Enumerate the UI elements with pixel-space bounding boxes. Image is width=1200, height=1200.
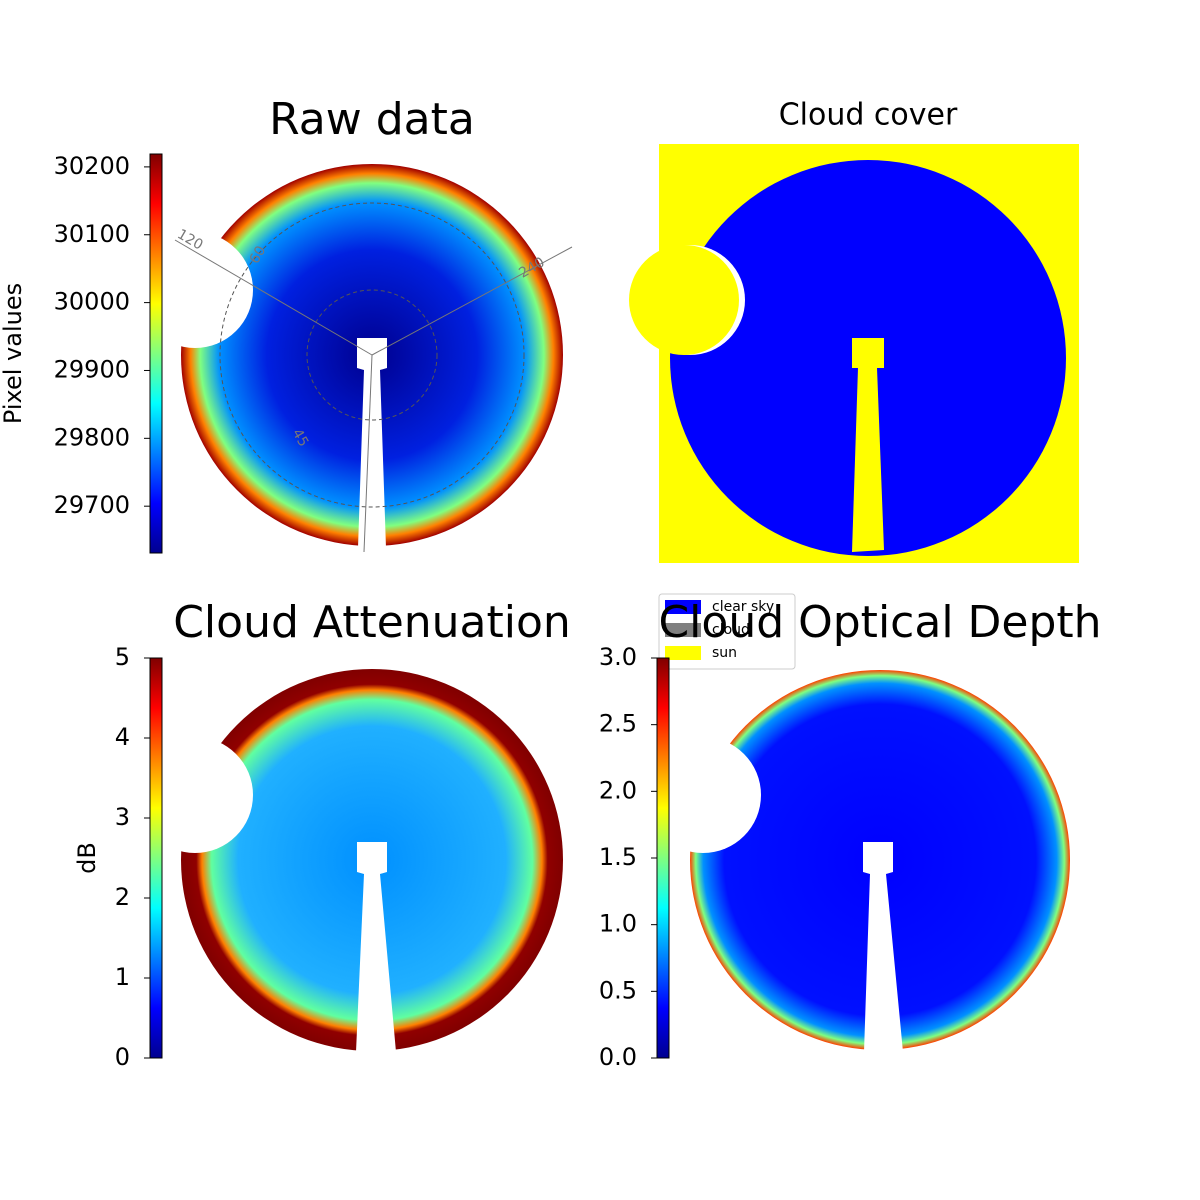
cloud-cover-image <box>629 144 1079 563</box>
tick-label: 4 <box>115 723 130 751</box>
tick-label: 0 <box>115 1043 130 1071</box>
chart-title: Cloud Optical Depth <box>658 597 1101 648</box>
tick-label: 3.0 <box>599 643 637 671</box>
tick-label: 29700 <box>54 491 130 519</box>
tick-label: 29900 <box>54 355 130 383</box>
sky-image <box>137 164 563 548</box>
tick-label: 1.0 <box>599 910 637 938</box>
tick-label: 1 <box>115 963 130 991</box>
colorbar <box>149 657 163 1059</box>
colorbar <box>656 657 670 1059</box>
polar-grid <box>174 202 573 553</box>
legend-label: cloud <box>712 622 750 638</box>
tick-label: 3 <box>115 803 130 831</box>
legend-swatch <box>665 600 701 614</box>
tick-label: 0.5 <box>599 976 637 1004</box>
legend-label: sun <box>712 645 737 661</box>
tick-label: 30200 <box>54 152 130 180</box>
tick-label: 2.5 <box>599 710 637 738</box>
polar-label: 45 <box>289 426 312 449</box>
polar-label: 60 <box>247 243 270 266</box>
tick-label: 2.0 <box>599 776 637 804</box>
y-axis-label: dB <box>73 842 101 874</box>
tick-label: 1.5 <box>599 843 637 871</box>
tick-label: 29800 <box>54 423 130 451</box>
attenuation-image <box>137 669 563 1052</box>
tick-label: 2 <box>115 883 130 911</box>
y-axis-label: Pixel values <box>0 283 27 424</box>
tick-label: 30000 <box>54 288 130 316</box>
legend-swatch <box>665 623 701 637</box>
tick-label: 30100 <box>54 220 130 248</box>
chart-title: Cloud Attenuation <box>173 597 571 648</box>
legend-swatch <box>665 646 701 660</box>
legend-label: clear sky <box>712 599 774 615</box>
tick-label: 5 <box>115 643 130 671</box>
colorbar <box>149 153 163 554</box>
optical-depth-image <box>645 670 1070 1052</box>
chart-title: Raw data <box>269 94 475 145</box>
chart-title: Cloud cover <box>779 98 958 133</box>
tick-label: 0.0 <box>599 1043 637 1071</box>
